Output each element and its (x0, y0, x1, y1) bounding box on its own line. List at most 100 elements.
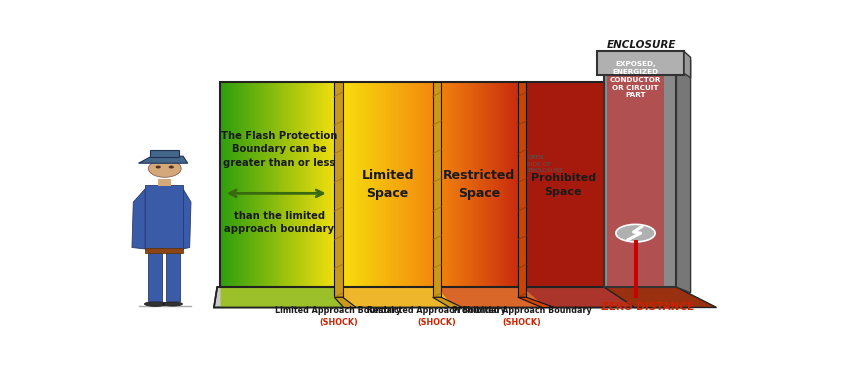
Bar (297, 82, 298, 287)
Bar (273, 82, 275, 287)
Polygon shape (214, 287, 689, 307)
Bar (151, 150, 179, 157)
Bar (285, 82, 287, 287)
Polygon shape (132, 189, 146, 249)
Bar (312, 82, 313, 287)
Bar (264, 82, 265, 287)
Bar (257, 82, 258, 287)
Bar (290, 82, 291, 287)
Bar (251, 82, 252, 287)
Text: EXPOSED,
ENERGIZED
CONDUCTOR
OR CIRCUIT
PART: EXPOSED, ENERGIZED CONDUCTOR OR CIRCUIT … (610, 62, 662, 98)
Bar (292, 82, 294, 287)
Bar (282, 82, 283, 287)
Bar (319, 82, 320, 287)
Bar (334, 82, 336, 287)
Text: ZERO DISTANCE: ZERO DISTANCE (602, 302, 695, 312)
Bar (230, 82, 231, 287)
Bar (254, 82, 255, 287)
Bar (234, 82, 235, 287)
Bar (275, 82, 276, 287)
Bar (146, 248, 183, 253)
Bar (277, 82, 278, 287)
Bar (301, 82, 302, 287)
Bar (250, 82, 251, 287)
Bar (326, 82, 327, 287)
Bar (604, 53, 676, 287)
Bar (518, 82, 526, 297)
Bar (597, 51, 684, 75)
Polygon shape (676, 53, 690, 293)
Bar (432, 82, 441, 297)
Bar (287, 82, 288, 287)
Bar (316, 82, 317, 287)
Bar (284, 82, 285, 287)
Bar (299, 82, 300, 287)
Bar (300, 82, 301, 287)
Bar (272, 82, 273, 287)
Bar (291, 82, 292, 287)
Bar (261, 82, 263, 287)
Bar (310, 82, 311, 287)
Text: Prohibited Approach Boundary: Prohibited Approach Boundary (453, 306, 592, 315)
Polygon shape (604, 287, 714, 307)
Bar (311, 82, 312, 287)
Text: Restricted Approach Boundary: Restricted Approach Boundary (367, 306, 507, 315)
Bar (246, 82, 247, 287)
Bar (305, 82, 306, 287)
Bar (607, 54, 664, 286)
Bar (227, 82, 228, 287)
Bar (269, 82, 270, 287)
Bar (333, 82, 334, 287)
Polygon shape (432, 297, 463, 307)
Bar (281, 82, 282, 287)
Ellipse shape (162, 302, 183, 306)
Bar (221, 82, 222, 287)
Bar (283, 82, 284, 287)
Bar (244, 82, 245, 287)
Bar (302, 82, 303, 287)
Bar (260, 82, 261, 287)
Bar (239, 82, 240, 287)
Bar (241, 82, 242, 287)
Text: The Flash Protection
Boundary can be
greater than or less: The Flash Protection Boundary can be gre… (222, 131, 338, 168)
Text: OPEN
SIDE OF
ENCLOSURE: OPEN SIDE OF ENCLOSURE (527, 155, 563, 173)
Bar (265, 82, 266, 287)
Polygon shape (334, 297, 356, 307)
Bar (295, 82, 296, 287)
Bar (276, 82, 277, 287)
Bar (148, 251, 162, 301)
Bar (266, 82, 267, 287)
Text: Restricted
Space: Restricted Space (443, 169, 515, 200)
Bar (233, 82, 234, 287)
Bar (236, 82, 237, 287)
Bar (289, 82, 290, 287)
Bar (235, 82, 236, 287)
Text: ENCLOSURE: ENCLOSURE (607, 40, 676, 50)
Bar (228, 82, 229, 287)
Text: Limited
Space: Limited Space (361, 169, 414, 200)
Bar (263, 82, 264, 287)
Bar (224, 82, 225, 287)
Bar (522, 82, 604, 287)
Bar (242, 82, 243, 287)
Polygon shape (522, 287, 636, 307)
Bar (278, 82, 279, 287)
Bar (337, 82, 338, 287)
Bar (328, 82, 330, 287)
Bar (240, 82, 241, 287)
Bar (270, 82, 271, 287)
Bar (330, 82, 331, 287)
Bar (331, 82, 332, 287)
Bar (320, 82, 321, 287)
Bar (332, 82, 333, 287)
Ellipse shape (156, 166, 161, 168)
Bar (324, 82, 325, 287)
Polygon shape (139, 156, 188, 163)
Bar (306, 82, 307, 287)
Bar (166, 251, 180, 301)
Bar (288, 82, 289, 287)
Bar (158, 179, 171, 186)
Bar (303, 82, 304, 287)
Text: Prohibited
Space: Prohibited Space (530, 173, 596, 196)
Bar (248, 82, 249, 287)
